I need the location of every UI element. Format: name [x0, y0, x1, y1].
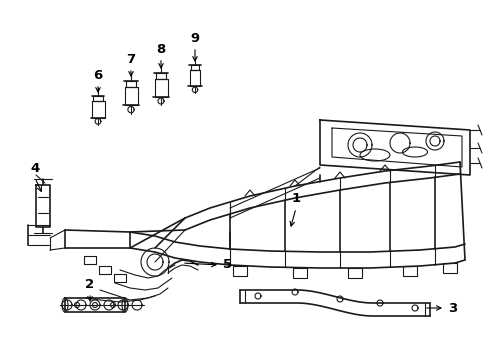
Text: 9: 9 [190, 32, 199, 45]
Text: 7: 7 [126, 53, 135, 66]
Text: 5: 5 [223, 257, 232, 270]
Text: 8: 8 [156, 43, 165, 56]
Text: 2: 2 [85, 278, 94, 291]
Text: 3: 3 [447, 302, 456, 315]
Text: 6: 6 [93, 69, 102, 82]
Text: 4: 4 [30, 162, 40, 175]
Text: 1: 1 [291, 192, 300, 205]
